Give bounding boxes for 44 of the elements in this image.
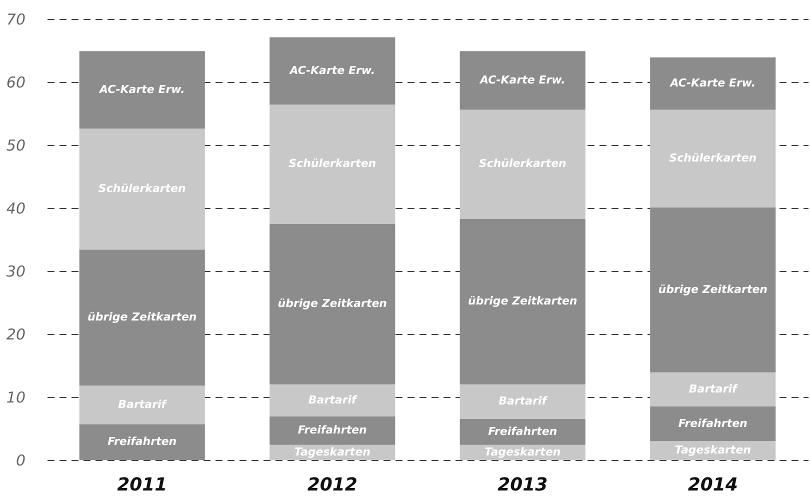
- bar: [650, 57, 776, 110]
- text: Freifahrten: [678, 416, 748, 430]
- series-label: Freifahrten: [488, 424, 558, 438]
- text: übrige Zeitkarten: [658, 282, 768, 296]
- x-tick-label: 2012: [307, 474, 358, 496]
- bar: [270, 384, 396, 417]
- text: AC-Karte Erw.: [99, 82, 185, 96]
- y-tick-label: 60: [6, 74, 26, 92]
- text: AC-Karte Erw.: [480, 73, 566, 86]
- x-tick-label: 2013: [498, 474, 548, 496]
- text: AC-Karte Erw.: [290, 64, 376, 77]
- bar: [650, 406, 776, 442]
- bar: [270, 104, 396, 224]
- y-tick-label: 10: [6, 388, 26, 406]
- bar: [270, 416, 396, 445]
- text: Freifahrten: [108, 435, 177, 448]
- text: Freifahrten: [298, 424, 367, 437]
- bar: [270, 37, 396, 105]
- y-tick-label: 50: [6, 136, 26, 154]
- text: übrige Zeitkarten: [88, 310, 197, 324]
- bar: [650, 372, 776, 406]
- y-tick-label: 20: [6, 326, 26, 344]
- bar: [79, 250, 205, 386]
- y-tick-label: 30: [6, 262, 26, 280]
- bar: [79, 51, 205, 129]
- bar: [79, 424, 205, 460]
- bar: [460, 218, 586, 384]
- bar: [460, 110, 586, 219]
- bar: [460, 384, 586, 420]
- bar: [650, 207, 776, 372]
- y-tick-label: 40: [6, 200, 26, 218]
- y-tick-label: 70: [6, 10, 26, 28]
- x-tick-label: 2014: [688, 474, 738, 496]
- series-label: übrige Zeitkarten: [468, 294, 578, 308]
- series-label: AC-Karte Erw.: [669, 76, 756, 90]
- bar: [270, 224, 396, 384]
- y-tick-label: 0: [16, 452, 26, 470]
- bar: [79, 386, 205, 424]
- bar: [650, 110, 776, 208]
- bar: [79, 128, 205, 250]
- bar: [460, 419, 586, 445]
- x-tick-label: 2011: [117, 474, 168, 496]
- bar: [460, 51, 586, 110]
- text: übrige Zeitkarten: [278, 297, 387, 310]
